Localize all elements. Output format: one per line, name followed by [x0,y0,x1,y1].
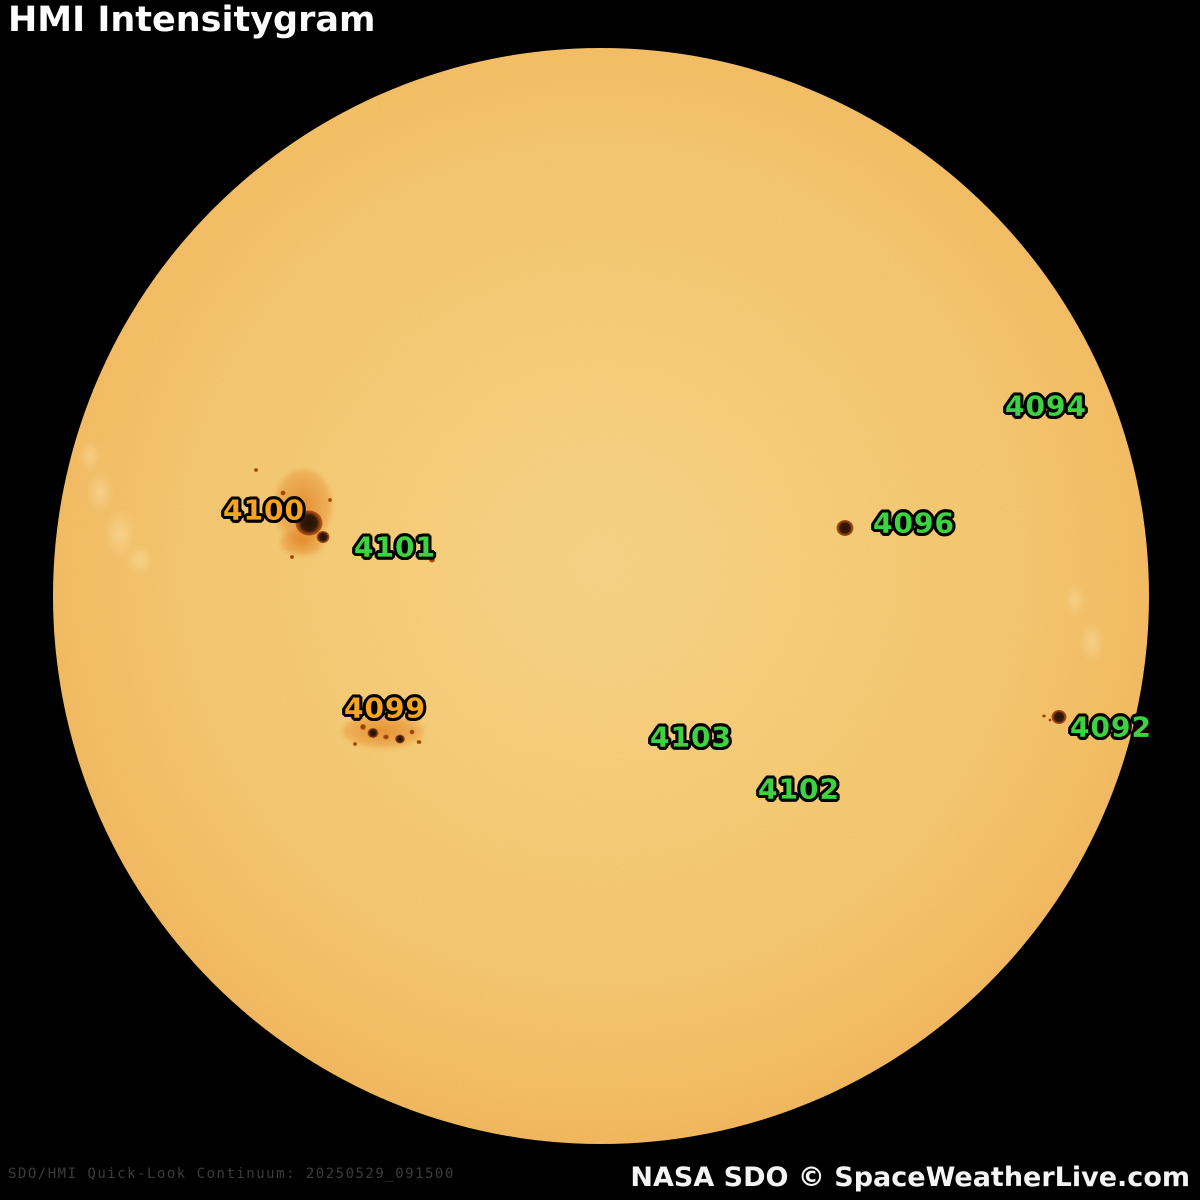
sunspot-umbra-region-4099 [395,734,405,744]
facula-patch [86,470,114,514]
facula-patch [127,545,153,575]
region-label-4100: 4100 [223,493,305,527]
sunspot-umbra-region-4100 [316,531,330,543]
sunspot-umbra-region-4096 [836,520,854,536]
region-label-4102: 4102 [758,772,840,806]
sunspot-speck-region-4100 [328,498,332,502]
sunspot-speck-region-4099 [383,734,389,740]
sunspot-speck-region-4100 [254,468,258,472]
granulation-texture [53,48,1149,1144]
instrument-timestamp-caption: SDO/HMI Quick-Look Continuum: 20250529_0… [8,1166,455,1182]
sun-disk [53,48,1149,1144]
sunspot-speck-region-4099 [360,724,366,730]
sunspot-speck-region-4099 [353,742,357,746]
sunspot-umbra-region-4099 [367,728,379,738]
facula-patch [104,510,136,558]
sunspot-speck-region-4099 [416,740,422,744]
region-label-4092: 4092 [1070,710,1152,744]
region-label-4096: 4096 [873,506,955,540]
region-label-4103: 4103 [650,720,732,754]
credit-caption: NASA SDO © SpaceWeatherLive.com [630,1162,1190,1193]
facula-patch [79,440,101,472]
sunspot-speck-region-4099 [409,729,415,735]
region-label-4099: 4099 [344,691,426,725]
sunspot-speck-region-4100 [290,555,294,559]
sunspot-speck-region-4100 [280,490,286,496]
sunspot-umbra-region-4092 [1051,710,1067,724]
region-label-4101: 4101 [354,530,436,564]
sunspot-speck-region-4092 [1042,714,1046,718]
sunspot-speck-region-4092 [1048,718,1052,722]
facula-patch [1080,621,1104,663]
region-label-4094: 4094 [1005,389,1087,423]
facula-patch [1065,585,1085,615]
page-title: HMI Intensitygram [8,0,376,40]
sunspot-speck-region-4101 [429,557,435,563]
